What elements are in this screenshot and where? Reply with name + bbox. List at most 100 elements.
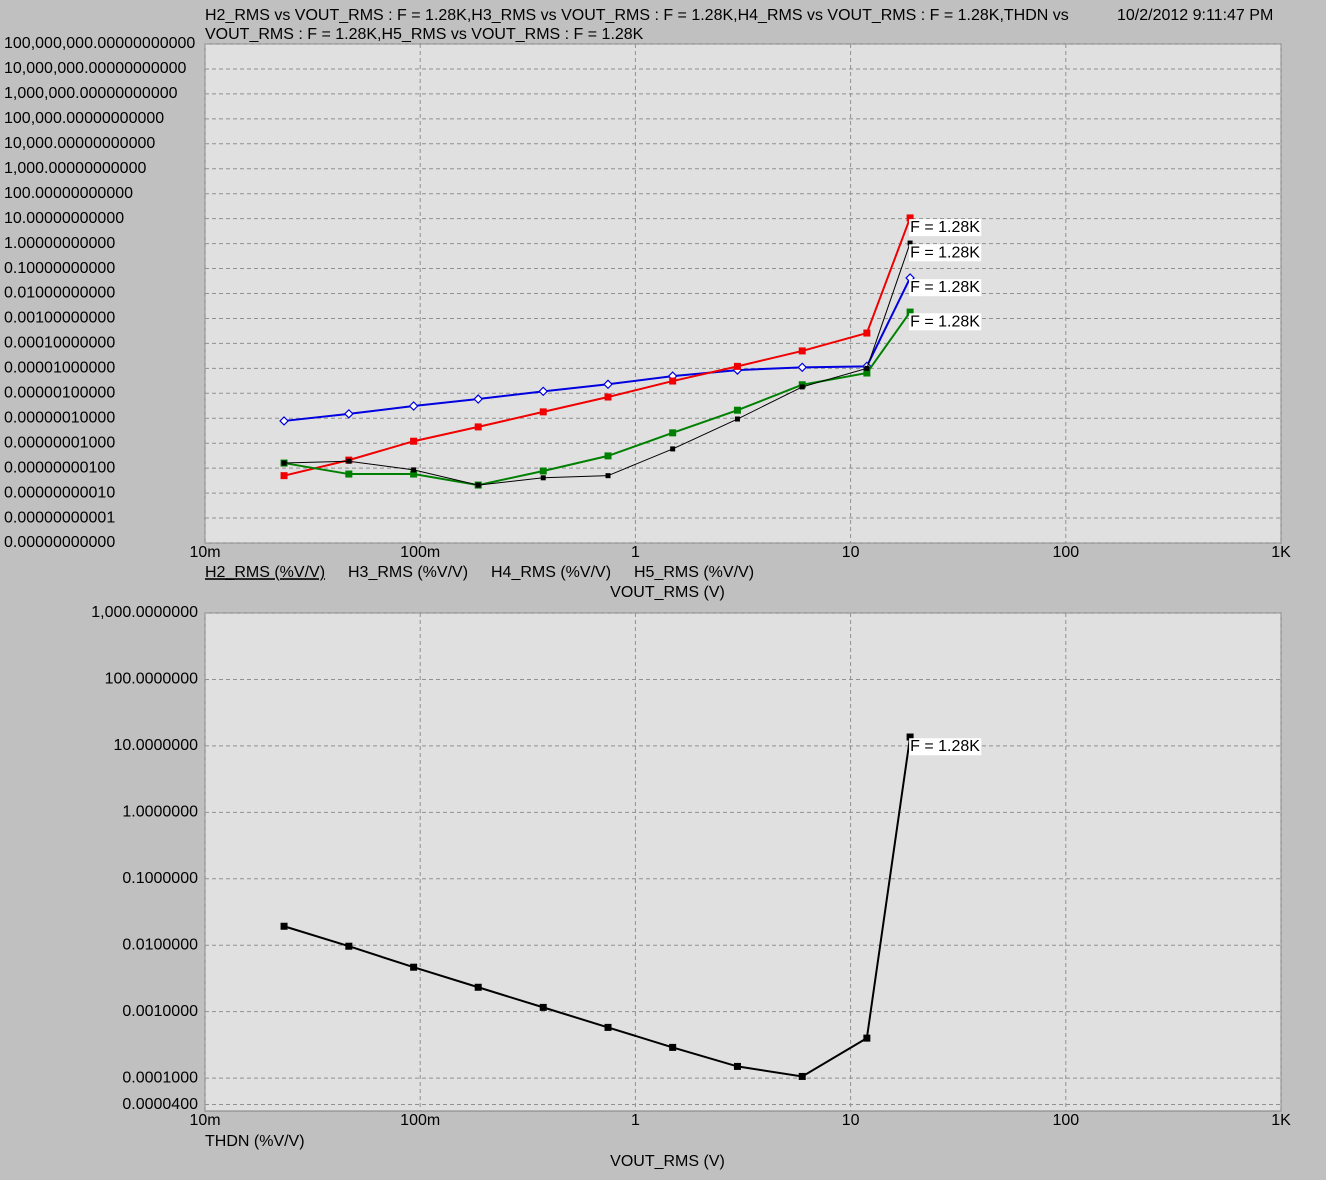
y-tick-label: 10.0000000: [113, 737, 198, 754]
marker: [279, 416, 289, 426]
x-tick-label: 100: [1052, 544, 1079, 561]
end-label-bg: [909, 279, 982, 297]
marker: [410, 437, 418, 445]
marker: [670, 446, 676, 452]
marker: [863, 369, 871, 377]
x-tick-label: 10m: [189, 1112, 220, 1129]
y-tick-label: 0.0010000: [122, 1003, 198, 1020]
marker: [346, 458, 352, 464]
end-label-bg: [909, 219, 982, 237]
marker: [345, 942, 353, 950]
marker: [280, 472, 288, 480]
marker: [411, 467, 417, 473]
y-tick-label: 100,000,000.00000000000: [4, 35, 195, 52]
marker: [907, 240, 913, 246]
y-tick-label: 0.00000000010: [4, 484, 115, 501]
end-label: F = 1.28K: [910, 219, 980, 236]
y-tick-label: 100.00000000000: [4, 185, 133, 202]
marker: [605, 473, 611, 479]
end-label-bg: [909, 738, 982, 756]
marker: [733, 406, 741, 414]
y-tick-label: 0.00100000000: [4, 310, 115, 327]
y-tick-label: 10,000,000.00000000000: [4, 60, 187, 77]
legend-entry: THDN (%V/V): [205, 1133, 305, 1150]
marker: [539, 467, 547, 475]
marker: [281, 460, 287, 466]
marker: [538, 386, 549, 397]
y-tick-label: 1,000.00000000000: [4, 160, 146, 177]
x-tick-label: 10m: [189, 544, 220, 561]
marker: [345, 470, 353, 478]
y-tick-label: 0.10000000000: [4, 260, 115, 277]
marker: [669, 429, 677, 437]
marker: [408, 401, 419, 411]
end-label: F = 1.28K: [910, 244, 980, 261]
y-tick-label: 0.00000100000: [4, 385, 115, 402]
marker: [410, 963, 418, 971]
marker: [798, 347, 806, 355]
x-tick-label: 1: [631, 1112, 640, 1129]
y-tick-label: 0.0000400: [122, 1096, 198, 1113]
y-tick-label: 1,000.0000000: [91, 604, 198, 621]
chart-title: H2_RMS vs VOUT_RMS : F = 1.28K,H3_RMS vs…: [205, 7, 1069, 43]
marker: [733, 1062, 741, 1070]
marker: [280, 922, 288, 930]
y-tick-label: 100.0000000: [105, 671, 199, 688]
marker: [539, 1003, 547, 1011]
end-label: F = 1.28K: [910, 279, 980, 296]
marker: [733, 362, 741, 370]
x-tick-label: 1K: [1271, 1112, 1291, 1129]
y-tick-label: 1.0000000: [122, 804, 198, 821]
x-tick-label: 10: [842, 544, 860, 561]
marker: [474, 983, 482, 991]
marker: [905, 273, 915, 283]
plot-area: [204, 612, 1282, 1112]
marker: [669, 377, 677, 385]
marker: [473, 394, 484, 404]
marker: [604, 393, 612, 401]
marker: [797, 362, 808, 373]
y-tick-label: 0.00000000001: [4, 509, 115, 526]
x-tick-label: 1: [631, 544, 640, 561]
x-tick-label: 10: [842, 1112, 860, 1129]
end-label-bg: [909, 313, 982, 331]
marker: [603, 379, 613, 390]
marker: [540, 475, 546, 481]
end-label: F = 1.28K: [910, 313, 980, 330]
x-tick-label: 100m: [400, 544, 440, 561]
marker: [539, 408, 547, 416]
y-tick-label: 0.00000000100: [4, 459, 115, 476]
marker: [604, 1023, 612, 1031]
legend-entry: H4_RMS (%V/V): [491, 564, 611, 581]
marker: [799, 384, 805, 390]
marker: [906, 308, 914, 316]
y-tick-label: 0.00000000000: [4, 534, 115, 551]
y-tick-label: 0.00010000000: [4, 335, 115, 352]
y-tick-label: 1,000,000.00000000000: [4, 85, 178, 102]
x-tick-label: 100m: [400, 1112, 440, 1129]
x-axis-label: VOUT_RMS (V): [610, 584, 725, 601]
marker: [906, 214, 914, 222]
marker: [906, 733, 914, 741]
y-tick-label: 0.01000000000: [4, 285, 115, 302]
timestamp: 10/2/2012 9:11:47 PM: [1117, 7, 1274, 24]
legend-entry: H5_RMS (%V/V): [634, 564, 754, 581]
marker: [474, 423, 482, 431]
marker: [343, 409, 354, 419]
y-tick-label: 0.1000000: [122, 870, 198, 887]
marker: [864, 365, 870, 371]
y-tick-label: 10,000.00000000000: [4, 135, 155, 152]
end-label: F = 1.28K: [910, 738, 980, 755]
end-label-bg: [909, 244, 982, 262]
y-tick-label: 0.00000001000: [4, 434, 115, 451]
x-tick-label: 1K: [1271, 544, 1291, 561]
y-tick-label: 0.0001000: [122, 1069, 198, 1086]
y-tick-label: 0.00000010000: [4, 409, 115, 426]
x-axis-label: VOUT_RMS (V): [610, 1153, 725, 1170]
marker: [604, 452, 612, 460]
y-tick-label: 10.00000000000: [4, 210, 124, 227]
marker: [863, 1034, 871, 1042]
y-tick-label: 1.00000000000: [4, 235, 115, 252]
